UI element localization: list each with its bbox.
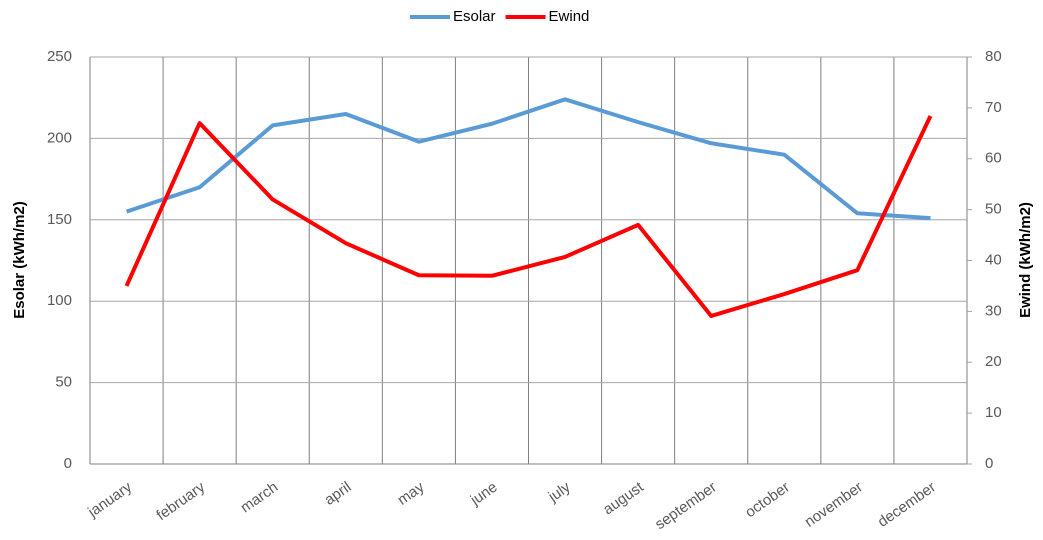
x-tick-label: january (84, 478, 135, 521)
y-tick-label: 200 (47, 129, 72, 146)
x-tick-label: august (600, 478, 647, 518)
y-tick-label: 100 (47, 292, 72, 309)
y-tick-label: 50 (55, 374, 72, 391)
x-tick-label: september (652, 479, 720, 534)
y-tick-label: 150 (47, 211, 72, 228)
legend-label: Ewind (549, 8, 590, 25)
series-line (125, 97, 931, 221)
x-tick-label: november (802, 479, 866, 531)
x-tick-label: may (394, 478, 427, 508)
y2-tick-label: 50 (985, 201, 1002, 218)
x-tick-label: december (875, 479, 939, 531)
x-tick-label: june (467, 479, 501, 510)
series-line (124, 115, 933, 318)
y2-tick-label: 10 (985, 404, 1002, 421)
y-axis-title: Esolar (kWh/m2) (11, 201, 28, 319)
x-tick-label: october (742, 479, 793, 522)
y2-tick-label: 30 (985, 302, 1002, 319)
x-tick-label: march (237, 479, 281, 517)
legend-label: Esolar (453, 8, 496, 25)
y2-tick-label: 20 (985, 353, 1002, 370)
y-tick-label: 250 (47, 48, 72, 65)
y2-tick-label: 80 (985, 48, 1002, 65)
y2-tick-label: 40 (985, 251, 1002, 268)
y2-tick-label: 70 (985, 99, 1002, 116)
x-tick-label: april (321, 479, 354, 509)
y-tick-label: 0 (64, 455, 72, 472)
x-tick-label: july (545, 478, 574, 506)
y2-tick-label: 60 (985, 150, 1002, 167)
y2-axis-title: Ewind (kWh/m2) (1017, 202, 1034, 318)
x-tick-label: february (153, 478, 208, 524)
y2-tick-label: 0 (985, 455, 993, 472)
